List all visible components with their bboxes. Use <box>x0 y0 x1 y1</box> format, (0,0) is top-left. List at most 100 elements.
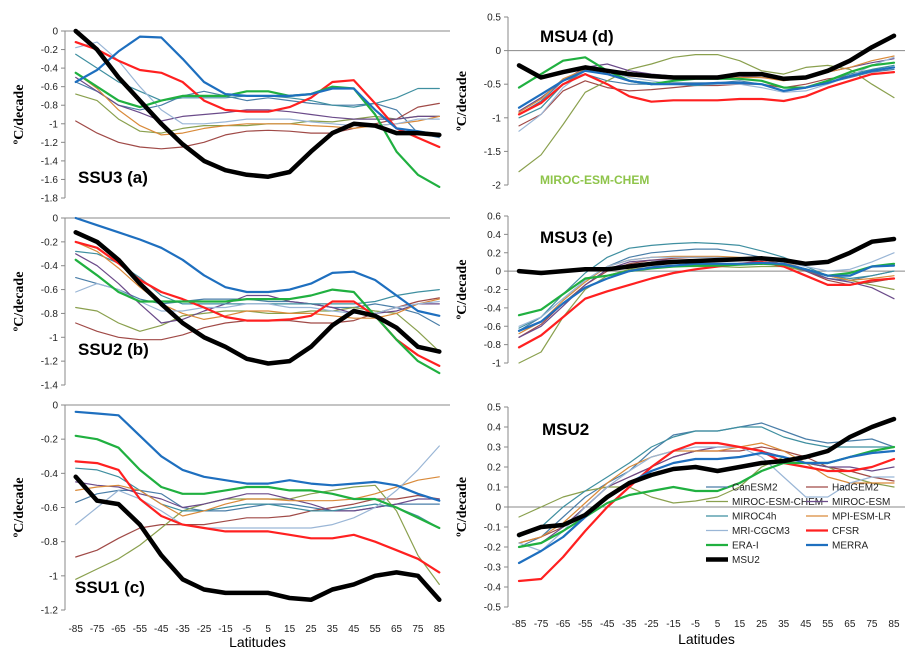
y-axis-label: ºC/decade <box>12 272 27 332</box>
x-tick-label: -75 <box>90 624 105 635</box>
series-line-msu2 <box>516 33 897 82</box>
legend-label: HadGEM2 <box>832 483 879 494</box>
series-line-mri-cgcm3 <box>518 252 895 327</box>
y-tick-label: -0.6 <box>41 285 59 296</box>
series-line-cfsr <box>74 460 441 574</box>
legend-label: MIROC-ESM-CHEM <box>732 497 823 508</box>
y-tick-label: -0.6 <box>484 322 502 333</box>
annotation-label: MIROC-ESM-CHEM <box>540 173 649 187</box>
y-axis-label: ºC/decade <box>455 260 470 320</box>
x-tick-label: 85 <box>888 619 900 630</box>
y-tick-label: -0.5 <box>484 603 502 614</box>
series-line-hadgem2 <box>75 494 440 558</box>
series-line-canesm2 <box>75 81 440 139</box>
series-line-mri-cgcm3 <box>518 446 895 552</box>
x-tick-label: -85 <box>512 619 527 630</box>
x-tick-label: -25 <box>197 624 212 635</box>
y-tick-label: -0.2 <box>41 435 59 446</box>
y-tick-label: 0.2 <box>487 463 501 474</box>
x-tick-label: 25 <box>305 624 317 635</box>
x-tick-label: -85 <box>68 624 83 635</box>
series-line-msu2 <box>73 474 442 603</box>
x-tick-label: 35 <box>327 624 339 635</box>
y-tick-label: -0.8 <box>41 537 59 548</box>
x-tick-label: -65 <box>111 624 126 635</box>
y-tick-label: -1.2 <box>41 138 59 149</box>
series-line-miroc4h <box>75 467 440 529</box>
x-tick-label: -45 <box>154 624 169 635</box>
y-tick-label: -0.4 <box>41 64 59 75</box>
x-tick-label: -15 <box>666 619 681 630</box>
y-tick-label: -1.4 <box>41 381 59 392</box>
series-line-mpi-esm-lr <box>75 476 440 517</box>
series-line-mpi-esm-lr <box>75 241 440 320</box>
y-tick-label: -1 <box>49 571 58 582</box>
y-tick-label: 0.5 <box>487 13 501 24</box>
panel-a: -1.8 -1.6 -1.4 -1.2 -1 -0.8 -0.6 -0.4 -0.2 0 ºC/de… <box>12 27 450 205</box>
x-tick-label: 45 <box>800 619 812 630</box>
y-tick-label: -0.2 <box>484 285 502 296</box>
y-tick-label: 0 <box>495 503 501 514</box>
legend-label: MPI-ESM-LR <box>832 512 891 523</box>
y-tick-label: 0 <box>52 214 58 225</box>
y-tick-label: -0.1 <box>484 523 502 534</box>
y-tick-label: -0.5 <box>484 80 502 91</box>
series-line-cfsr <box>517 70 896 116</box>
series-line-mri-cgcm3 <box>75 445 440 529</box>
x-tick-label: -15 <box>218 624 233 635</box>
y-tick-label: -2 <box>492 181 501 192</box>
panel-f: -0.5-0.4-0.3-0.2-0.100.10.20.30.40.5-85-… <box>455 403 905 647</box>
panel-label: MSU4 (d) <box>540 27 614 46</box>
y-tick-label: -0.8 <box>484 340 502 351</box>
series-line-merra <box>517 449 896 565</box>
series-line-mpi-esm-lr <box>518 442 895 544</box>
panel-e: -1 -0.8 -0.6 -0.4 -0.2 0 0.2 0.4 0.6 ºC/decade MSU… <box>455 212 905 370</box>
series-line-cfsr <box>517 441 896 583</box>
series-line-cfsr <box>74 40 441 149</box>
x-tick-label: 15 <box>284 624 296 635</box>
x-tick-label: -45 <box>600 619 615 630</box>
x-tick-label: 15 <box>734 619 746 630</box>
y-tick-label: -0.8 <box>41 309 59 320</box>
series-line-miroc-esm-chem <box>75 93 440 134</box>
series-line-msu2 <box>73 28 442 179</box>
y-tick-label: -0.4 <box>41 469 59 480</box>
panel-label: SSU2 (b) <box>78 340 149 359</box>
y-tick-label: 0 <box>52 401 58 412</box>
y-tick-label: -1.2 <box>41 606 59 617</box>
y-tick-label: -1.5 <box>484 147 502 158</box>
x-tick-label: -5 <box>691 619 700 630</box>
series-line-msu2 <box>73 230 442 366</box>
y-axis-label: ºC/decade <box>12 478 27 538</box>
y-tick-label: 0.5 <box>487 403 501 414</box>
series-line-miroc-esm-chem <box>75 306 440 353</box>
y-tick-label: -1.2 <box>41 357 59 368</box>
legend-label: MIROC-ESM <box>832 497 890 508</box>
legend-label: MIROC4h <box>732 512 776 523</box>
series-line-miroc-esm-chem <box>518 53 895 173</box>
series-line-miroc-esm-chem <box>518 456 895 518</box>
y-tick-label: -0.3 <box>484 563 502 574</box>
series-line-era-i <box>74 71 441 188</box>
y-tick-label: 0.2 <box>487 248 501 259</box>
y-tick-label: 0.4 <box>487 230 501 241</box>
legend-label: CanESM2 <box>732 483 778 494</box>
y-tick-label: -0.2 <box>41 237 59 248</box>
panel-c: -1.2-1-0.8-0.6-0.4-0.20-85 -75 -65 -55 -45 -3… <box>12 401 450 647</box>
y-tick-label: -1 <box>49 119 58 130</box>
x-tick-label: 65 <box>391 624 403 635</box>
x-tick-label: 35 <box>778 619 790 630</box>
x-tick-label: 55 <box>370 624 382 635</box>
x-tick-label: -65 <box>556 619 571 630</box>
y-tick-label: -0.2 <box>41 45 59 56</box>
legend-label: MRI-CGCM3 <box>732 526 790 537</box>
series-line-merra <box>517 66 896 109</box>
x-tick-label: 65 <box>844 619 856 630</box>
series-line-canesm2 <box>75 277 440 326</box>
series-line-merra <box>74 35 441 136</box>
y-tick-label: -1 <box>492 359 501 370</box>
y-tick-label: -0.2 <box>484 543 502 554</box>
x-tick-label: -35 <box>622 619 637 630</box>
y-tick-label: 0.3 <box>487 443 501 454</box>
